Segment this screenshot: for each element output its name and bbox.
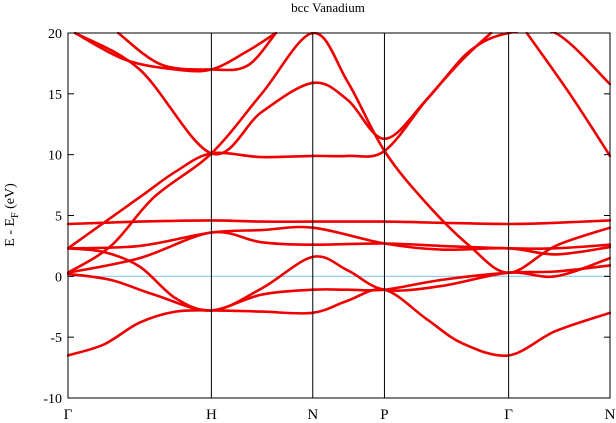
band-line-9 bbox=[73, 27, 612, 156]
mask-left bbox=[0, 33, 67, 398]
y-tick-label: 5 bbox=[55, 210, 62, 225]
band-line-3 bbox=[66, 247, 612, 312]
y-tick-label: 15 bbox=[48, 88, 62, 103]
mask-right bbox=[611, 33, 616, 398]
y-tick-label: -5 bbox=[50, 331, 62, 346]
y-tick-label: 10 bbox=[48, 149, 62, 164]
band-line-6 bbox=[66, 219, 612, 226]
mask-top bbox=[0, 0, 616, 32]
x-tick-label: Γ bbox=[504, 407, 513, 423]
band-line-12 bbox=[525, 31, 612, 158]
band-line-4 bbox=[66, 230, 612, 274]
chart-title: bcc Vanadium bbox=[291, 0, 365, 15]
y-tick-label: -10 bbox=[43, 392, 62, 407]
band-line-8 bbox=[66, 31, 493, 250]
y-axis-label: E - EF (eV) bbox=[3, 183, 21, 247]
band-line-1 bbox=[66, 287, 612, 357]
mask-bottom bbox=[0, 399, 616, 423]
y-tick-label: 20 bbox=[48, 27, 62, 42]
band-line-5 bbox=[66, 225, 612, 256]
x-tick-label: Γ bbox=[64, 407, 73, 423]
x-tick-label: N bbox=[605, 407, 616, 423]
band-line-11 bbox=[73, 31, 278, 73]
band-line-7 bbox=[66, 31, 612, 274]
x-tick-label: P bbox=[380, 407, 388, 423]
y-tick-label: 0 bbox=[55, 270, 62, 285]
x-tick-label: N bbox=[307, 407, 318, 423]
plot-frame bbox=[67, 32, 611, 399]
x-tick-label: H bbox=[206, 407, 217, 423]
